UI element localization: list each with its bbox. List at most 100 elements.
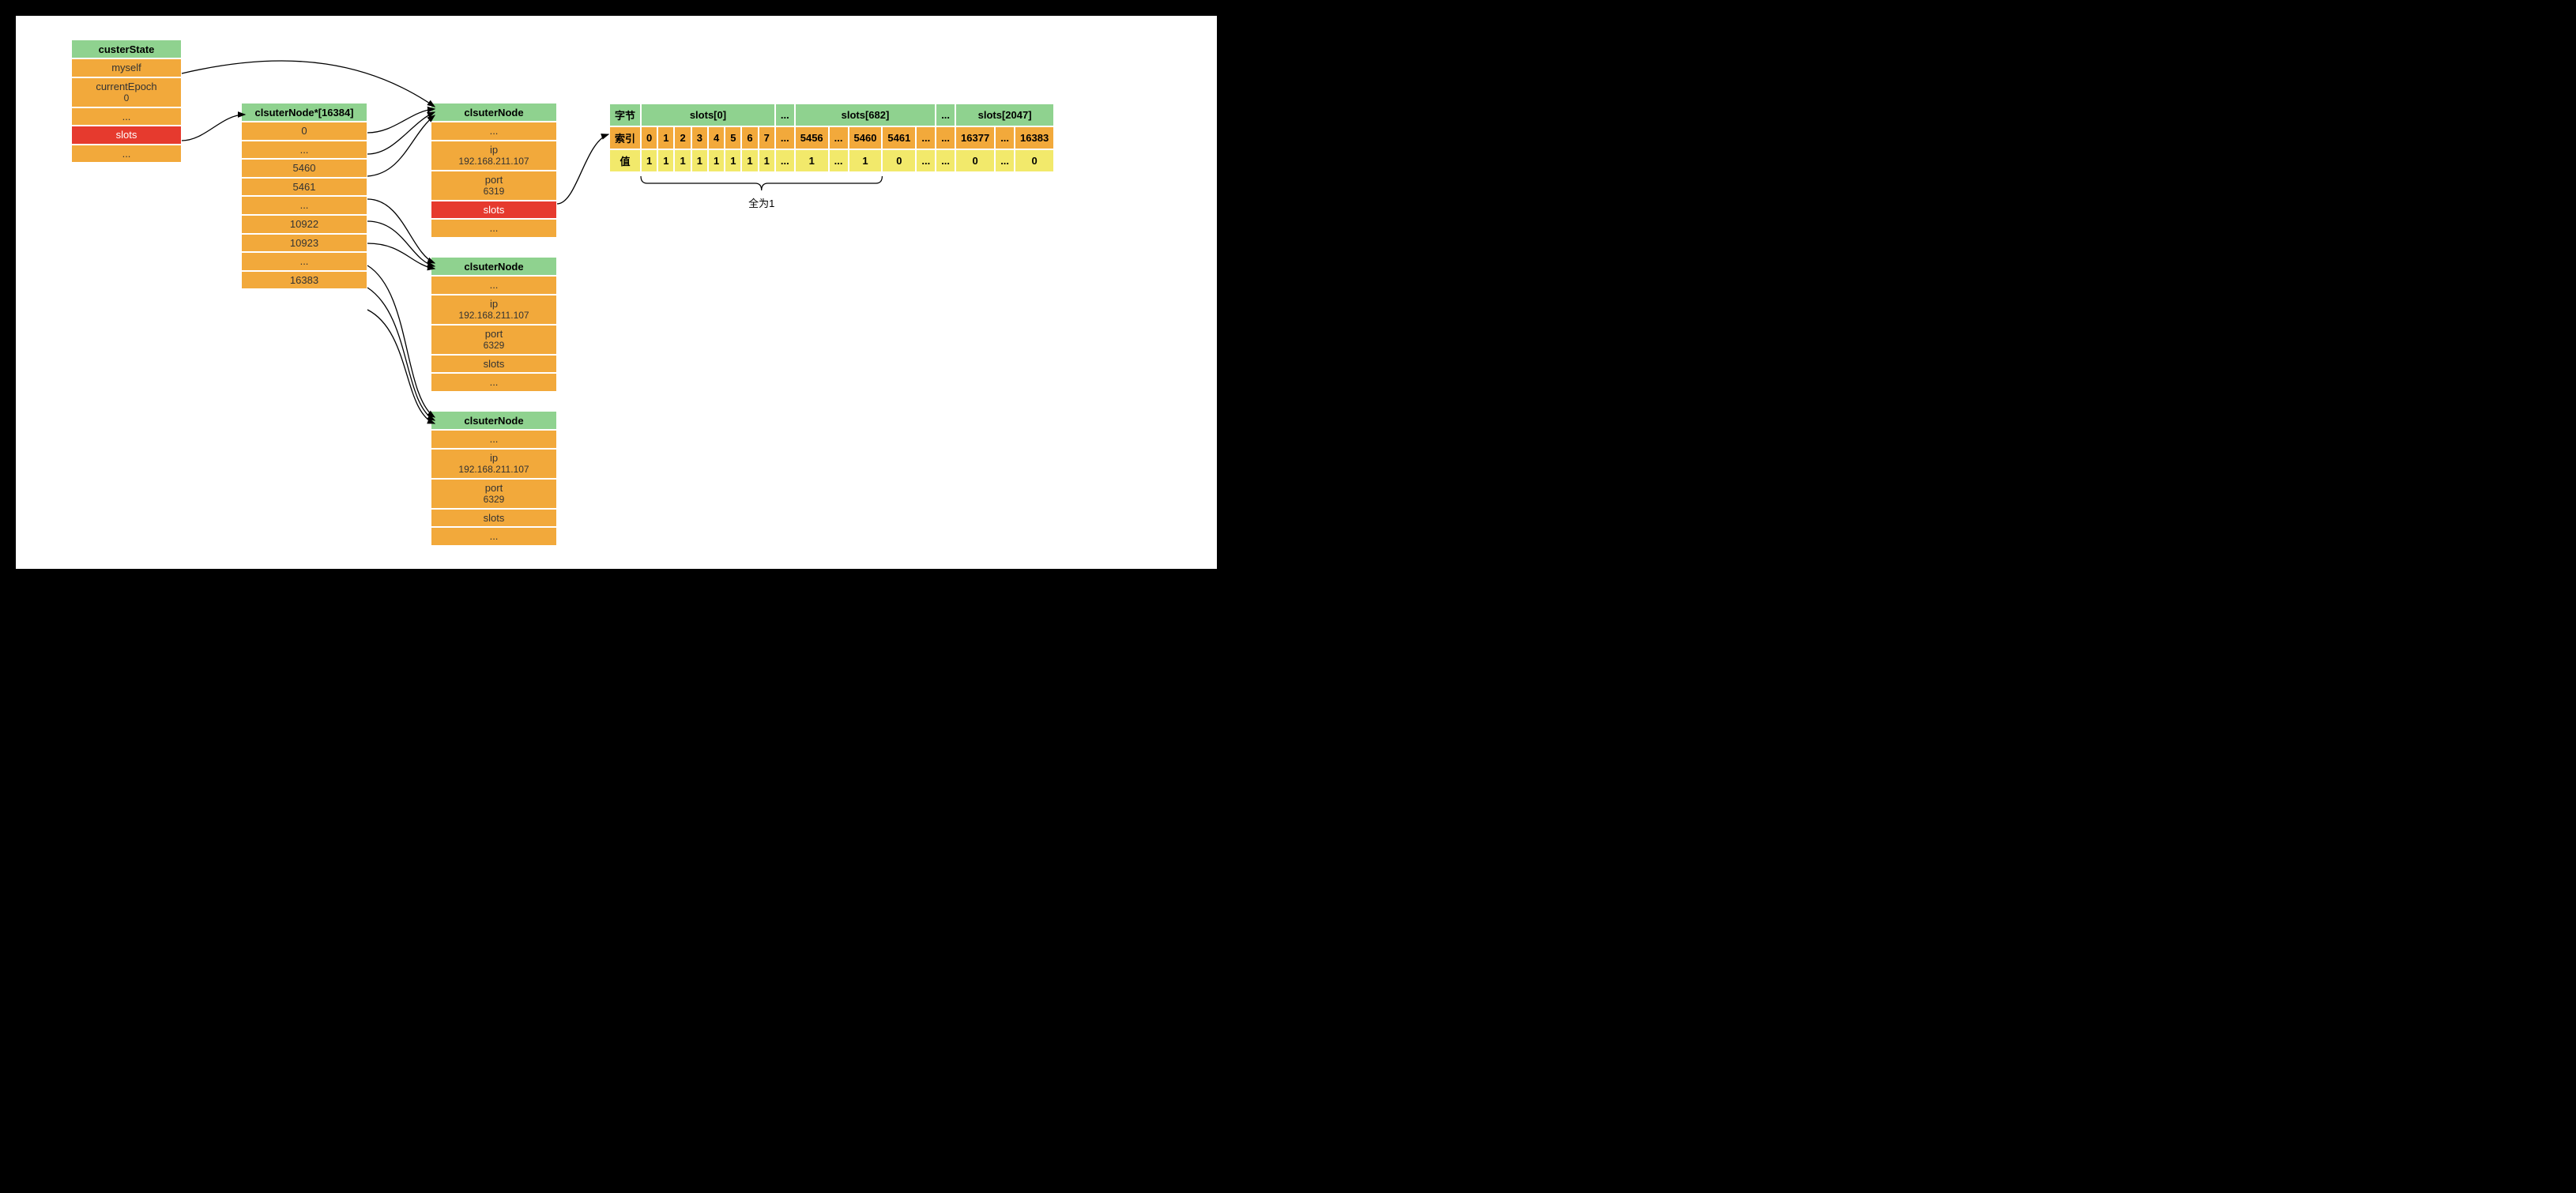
- value-cell: 1: [691, 149, 708, 172]
- struct-row: ...: [431, 430, 557, 449]
- row-label: ip: [436, 298, 552, 310]
- struct-box-slotsArray: clsuterNode*[16384]0...54605461...109221…: [241, 103, 367, 289]
- arrows-layer: [16, 16, 1217, 569]
- index-cell: 5460: [849, 126, 883, 149]
- index-cell: 3: [691, 126, 708, 149]
- brace: [641, 176, 882, 190]
- index-cell: 5456: [795, 126, 829, 149]
- index-cell: 5: [725, 126, 741, 149]
- value-cell: 1: [657, 149, 674, 172]
- row-sub: 0: [77, 92, 176, 103]
- index-cell: 0: [641, 126, 657, 149]
- row-label: currentEpoch: [77, 81, 176, 93]
- row-leader-index: 索引: [609, 126, 641, 149]
- table-group-header: ...: [936, 103, 955, 126]
- struct-row: port6319: [431, 171, 557, 201]
- value-cell: ...: [995, 149, 1015, 172]
- value-cell: 0: [882, 149, 916, 172]
- index-cell: 5461: [882, 126, 916, 149]
- struct-title: clsuterNode: [431, 257, 557, 276]
- struct-row: 0: [241, 122, 367, 141]
- struct-title: custerState: [71, 40, 182, 58]
- row-label: port: [436, 328, 552, 341]
- struct-row: ...: [71, 145, 182, 164]
- table-group-header: slots[0]: [641, 103, 775, 126]
- value-cell: ...: [916, 149, 936, 172]
- row-sub: 6329: [436, 340, 552, 351]
- slots-bit-table: 字节slots[0]...slots[682]...slots[2047]索引0…: [608, 103, 1055, 173]
- struct-title: clsuterNode*[16384]: [241, 103, 367, 122]
- table-group-header: slots[682]: [795, 103, 936, 126]
- index-cell: ...: [995, 126, 1015, 149]
- struct-row: ...: [241, 252, 367, 271]
- row-label: port: [436, 174, 552, 186]
- struct-row: port6329: [431, 325, 557, 355]
- row-sub: 6329: [436, 494, 552, 505]
- row-sub: 192.168.211.107: [436, 310, 552, 321]
- struct-row: ...: [431, 276, 557, 295]
- brace-label: 全为1: [730, 195, 793, 210]
- value-cell: 1: [725, 149, 741, 172]
- arrow: [367, 199, 435, 263]
- row-label: ip: [436, 144, 552, 156]
- struct-row: ...: [71, 107, 182, 126]
- struct-box-clusterState: custerStatemyselfcurrentEpoch0...slots..…: [71, 40, 182, 163]
- arrow: [367, 112, 435, 154]
- struct-row: 16383: [241, 271, 367, 290]
- row-label: port: [436, 482, 552, 495]
- struct-row: 5461: [241, 178, 367, 197]
- row-leader-value: 值: [609, 149, 641, 172]
- struct-box-node3: clsuterNode...ip192.168.211.107port6329s…: [431, 411, 557, 546]
- struct-row: slots: [431, 201, 557, 220]
- index-cell: 16383: [1015, 126, 1054, 149]
- struct-box-node1: clsuterNode...ip192.168.211.107port6319s…: [431, 103, 557, 238]
- row-sub: 192.168.211.107: [436, 464, 552, 475]
- struct-row: slots: [71, 126, 182, 145]
- struct-row: ip192.168.211.107: [431, 295, 557, 325]
- struct-row: ...: [431, 122, 557, 141]
- arrow: [367, 243, 435, 269]
- value-cell: ...: [775, 149, 795, 172]
- arrow: [367, 109, 435, 133]
- arrow: [557, 134, 608, 204]
- index-cell: 7: [759, 126, 775, 149]
- value-cell: 0: [955, 149, 995, 172]
- index-cell: ...: [829, 126, 849, 149]
- struct-row: ...: [241, 141, 367, 160]
- struct-row: ...: [431, 219, 557, 238]
- struct-row: ip192.168.211.107: [431, 141, 557, 171]
- table-group-header: ...: [775, 103, 795, 126]
- index-cell: 2: [674, 126, 691, 149]
- arrow: [367, 265, 435, 417]
- row-sub: 192.168.211.107: [436, 156, 552, 167]
- struct-row: ...: [241, 196, 367, 215]
- value-cell: 1: [759, 149, 775, 172]
- struct-row: 10923: [241, 234, 367, 253]
- row-sub: 6319: [436, 186, 552, 197]
- value-cell: 1: [849, 149, 883, 172]
- table-header-label: 字节: [609, 103, 641, 126]
- arrow: [182, 61, 435, 107]
- struct-row: ...: [431, 373, 557, 392]
- struct-row: ...: [431, 527, 557, 546]
- table-group-header: slots[2047]: [955, 103, 1054, 126]
- index-cell: ...: [916, 126, 936, 149]
- index-cell: 1: [657, 126, 674, 149]
- struct-row: slots: [431, 355, 557, 374]
- arrow: [367, 115, 435, 176]
- struct-title: clsuterNode: [431, 103, 557, 122]
- struct-row: port6329: [431, 479, 557, 509]
- arrow: [367, 221, 435, 266]
- index-cell: 4: [708, 126, 725, 149]
- value-cell: ...: [936, 149, 955, 172]
- value-cell: 1: [741, 149, 758, 172]
- struct-row: ip192.168.211.107: [431, 449, 557, 479]
- struct-row: myself: [71, 58, 182, 77]
- struct-row: currentEpoch0: [71, 77, 182, 107]
- value-cell: 1: [708, 149, 725, 172]
- index-cell: ...: [936, 126, 955, 149]
- diagram-canvas: custerStatemyselfcurrentEpoch0...slots..…: [16, 16, 1217, 569]
- index-cell: 16377: [955, 126, 995, 149]
- arrow: [367, 288, 435, 420]
- struct-title: clsuterNode: [431, 411, 557, 430]
